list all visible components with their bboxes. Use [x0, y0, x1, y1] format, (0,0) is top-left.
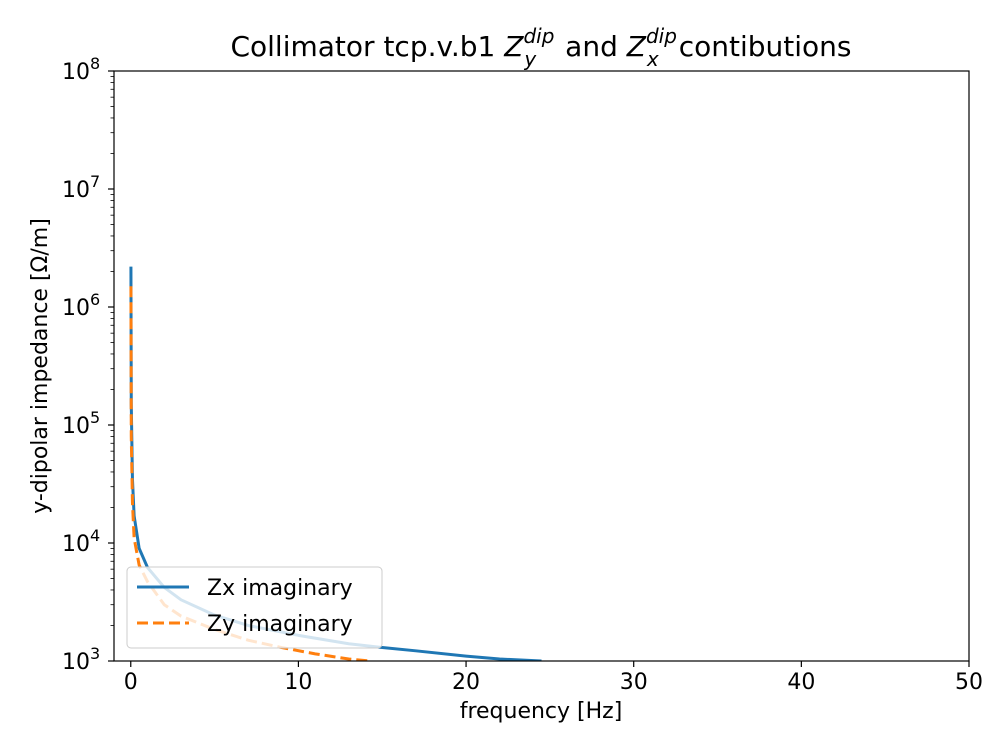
x-tick-label: 40: [787, 670, 815, 695]
y-tick-label: 104: [62, 526, 100, 557]
x-tick-label: 20: [452, 670, 480, 695]
plot-area: [114, 71, 969, 661]
y-tick-label: 105: [62, 408, 100, 439]
plot-frame: [113, 70, 970, 662]
x-tick-label: 50: [955, 670, 983, 695]
x-axis-label: frequency [Hz]: [460, 699, 623, 724]
x-tick-label: 30: [620, 670, 648, 695]
y-tick-label: 108: [62, 54, 100, 85]
title-z2-base: Z: [626, 30, 647, 63]
legend-box: [126, 566, 383, 649]
x-ticks: 0 10 20 30 40 50: [124, 661, 983, 695]
y-tick-label: 107: [62, 172, 100, 203]
title-prefix: Collimator tcp.v.b1: [230, 30, 504, 63]
y-tick-label: 106: [62, 290, 100, 321]
x-tick-label: 10: [284, 670, 312, 695]
x-tick-label: 0: [124, 670, 138, 695]
y-tick-label: 103: [62, 644, 100, 675]
legend-label-zx: Zx imaginary: [207, 576, 353, 601]
chart-title: Collimator tcp.v.b1 Zdip y and Zdip x conti…: [230, 24, 851, 71]
title-middle: and: [556, 30, 626, 63]
title-z2-sub: x: [646, 47, 659, 71]
title-z2-sup: dip: [646, 24, 677, 48]
y-axis-label: y-dipolar impedance [Ω/m]: [28, 218, 53, 514]
legend: Zx imaginary Zy imaginary: [126, 566, 383, 649]
title-z1-sup: dip: [523, 24, 554, 48]
title-suffix: contibutions: [679, 30, 852, 63]
title-z1-sub: y: [523, 47, 537, 71]
y-ticks: 103 104 105 106 107 108: [62, 54, 114, 675]
legend-label-zy: Zy imaginary: [207, 612, 353, 637]
title-z1-base: Z: [503, 30, 524, 63]
